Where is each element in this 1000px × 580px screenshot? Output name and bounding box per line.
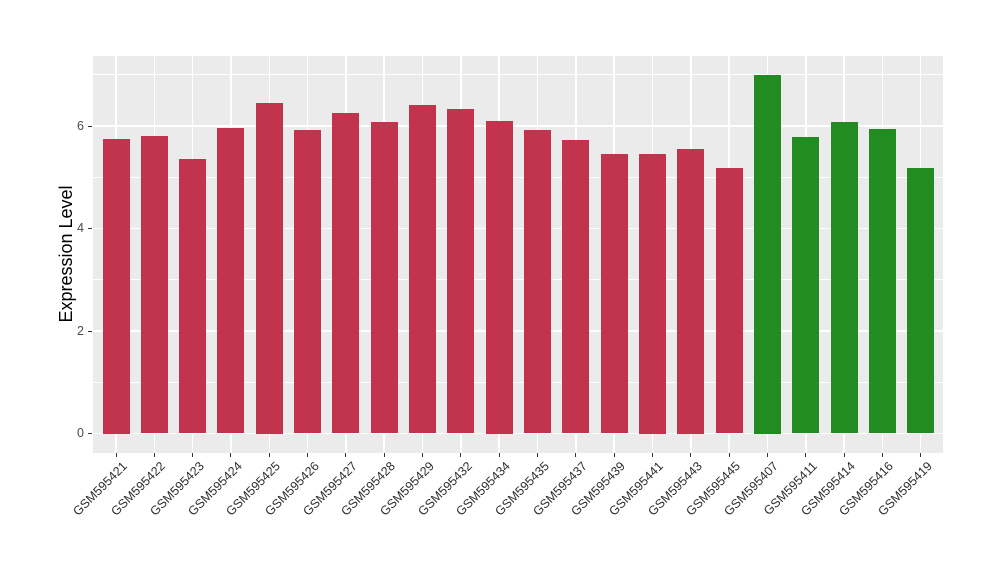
x-tick-mark <box>575 453 577 457</box>
y-tick-label: 2 <box>77 323 84 338</box>
y-tick-mark <box>88 228 92 229</box>
bar <box>715 168 743 434</box>
x-tick-mark <box>498 453 500 457</box>
x-tick-mark <box>728 453 730 457</box>
x-tick-mark <box>805 453 807 457</box>
y-tick-mark <box>88 433 92 434</box>
bar <box>332 112 360 434</box>
x-tick-mark <box>920 453 922 457</box>
gridline-minor-y <box>93 176 943 178</box>
bar <box>370 122 398 434</box>
bar <box>255 102 283 434</box>
x-tick-mark <box>115 453 117 457</box>
x-tick-mark <box>537 453 539 457</box>
gridline-major-y <box>93 125 943 127</box>
x-tick-mark <box>422 453 424 457</box>
gridline-minor-y <box>93 279 943 281</box>
x-tick-mark <box>690 453 692 457</box>
x-tick-mark <box>153 453 155 457</box>
x-tick-mark <box>192 453 194 457</box>
plot-panel <box>93 56 943 453</box>
x-tick-mark <box>613 453 615 457</box>
bar <box>447 109 475 434</box>
x-tick-mark <box>345 453 347 457</box>
bar <box>140 135 168 434</box>
x-tick-mark <box>307 453 309 457</box>
x-tick-mark <box>843 453 845 457</box>
y-tick-mark <box>88 330 92 332</box>
bar <box>638 154 666 434</box>
bar <box>753 74 781 434</box>
bar <box>792 137 820 434</box>
gridline-major-y <box>93 330 943 332</box>
bar <box>217 128 245 434</box>
gridline-minor-y <box>93 381 943 383</box>
bar <box>294 130 322 434</box>
x-tick-mark <box>881 453 883 457</box>
x-tick-mark <box>383 453 385 457</box>
bar <box>677 149 705 434</box>
bar <box>907 168 935 434</box>
y-axis-title: Expression Level <box>56 185 76 323</box>
y-tick-label: 6 <box>77 118 84 133</box>
x-tick-mark <box>268 453 270 457</box>
bar <box>830 122 858 434</box>
y-tick-label: 0 <box>77 426 84 440</box>
y-tick-label: 4 <box>77 221 84 235</box>
bar <box>409 104 437 434</box>
bar <box>600 153 628 434</box>
gridline-major-y <box>93 432 943 435</box>
bar <box>868 129 896 434</box>
x-tick-mark <box>766 453 768 457</box>
bar <box>562 139 590 434</box>
bar <box>102 138 130 434</box>
x-tick-mark <box>460 453 462 457</box>
y-tick-mark <box>88 125 92 127</box>
x-tick-mark <box>230 453 232 457</box>
bar <box>485 120 513 434</box>
gridline-minor-y <box>93 74 943 76</box>
gridline-major-y <box>93 227 943 230</box>
bar <box>524 130 552 434</box>
x-tick-mark <box>651 453 653 457</box>
bar <box>179 158 207 434</box>
